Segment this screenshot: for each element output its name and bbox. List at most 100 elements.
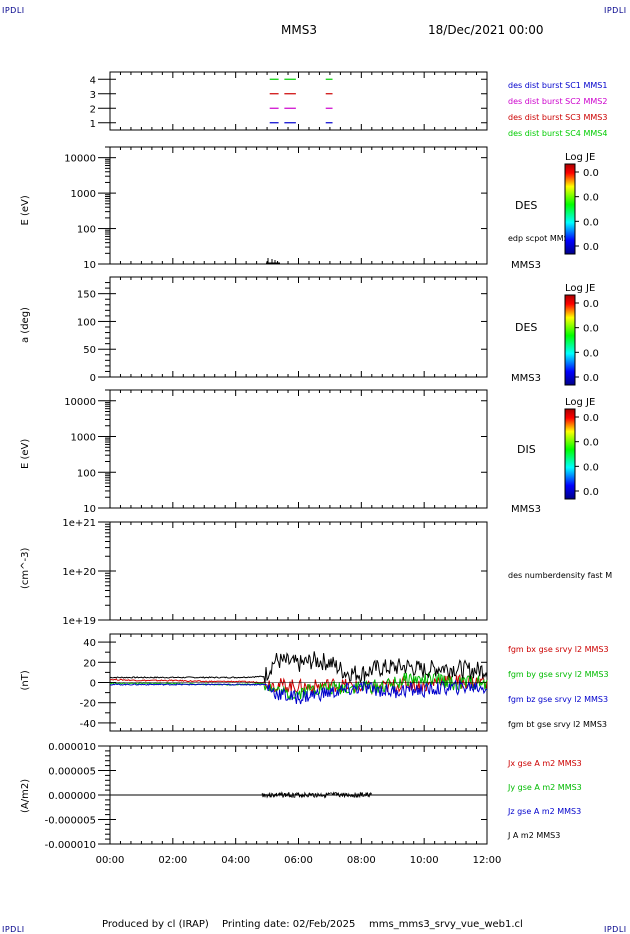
y-tick-label: -0.000005 — [45, 816, 96, 827]
y-axis-label: (nT) — [20, 670, 31, 690]
y-tick-label: -0.000010 — [45, 840, 96, 851]
x-tick-label: 04:00 — [221, 855, 250, 866]
legend-item: des dist burst SC1 MMS1 — [508, 81, 607, 90]
series-line-bt — [109, 651, 488, 684]
y-axis-label: E (eV) — [20, 195, 31, 225]
corner-label-bottom-left: IPDLI — [2, 925, 25, 934]
x-tick-label: 12:00 — [473, 855, 502, 866]
x-tick-label: 10:00 — [410, 855, 439, 866]
y-axis-label: a (deg) — [20, 307, 31, 343]
y-tick-label: 0 — [90, 373, 96, 384]
colorbar-tick-label: 0.0 — [583, 299, 599, 310]
colorbar-1 — [564, 163, 576, 255]
y-tick-label: 1e+21 — [62, 518, 96, 529]
y-axis-label: (A/m2) — [20, 779, 31, 813]
colorbar-tick-label: 0.0 — [583, 193, 599, 204]
colorbar-tick-label: 0.0 — [583, 438, 599, 449]
colorbar-title: Log JE — [565, 283, 595, 294]
y-tick-label: 2 — [90, 104, 96, 115]
overlay-label: edp scpot MMS3 — [508, 234, 574, 243]
footer-printing-date: Printing date: 02/Feb/2025 — [222, 919, 356, 930]
y-tick-label: 100 — [77, 468, 96, 479]
y-tick-label: 40 — [83, 638, 96, 649]
corner-label-top-left: IPDLI — [2, 6, 25, 15]
y-tick-label: 10 — [83, 504, 96, 515]
y-tick-label: 4 — [90, 75, 96, 86]
colorbar-title: Log JE — [565, 152, 595, 163]
legend-item: fgm bz gse srvy l2 MMS3 — [508, 695, 608, 704]
colorbar-tick-label: 0.0 — [583, 348, 599, 359]
legend-item: des dist burst SC4 MMS4 — [508, 129, 607, 138]
probe-label: MMS3 — [511, 504, 541, 515]
y-tick-label: 150 — [77, 290, 96, 301]
instrument-label: DES — [515, 321, 537, 334]
legend-item: des dist burst SC2 MMS2 — [508, 97, 607, 106]
corner-label-bottom-right: IPDLI — [604, 925, 627, 934]
colorbar-title: Log JE — [565, 397, 595, 408]
legend-item: fgm bx gse srvy l2 MMS3 — [508, 645, 609, 654]
y-tick-label: 20 — [83, 658, 96, 669]
probe-label: MMS3 — [511, 260, 541, 271]
page-title: MMS3 — [281, 23, 317, 37]
y-axis-label: E (eV) — [20, 439, 31, 469]
colorbar-tick-label: 0.0 — [583, 242, 599, 253]
series-line-J-burst — [261, 791, 373, 799]
y-tick-label: 0 — [90, 679, 96, 690]
colorbar-tick-label: 0.0 — [583, 487, 599, 498]
series-line-bz — [109, 679, 488, 705]
footer-filename: mms_mms3_srvy_vue_web1.cl — [369, 919, 523, 930]
y-tick-label: 100 — [77, 317, 96, 328]
panel-2-frame — [109, 276, 488, 378]
y-tick-label: 10000 — [64, 154, 96, 165]
y-tick-label: 50 — [83, 345, 96, 356]
y-tick-label: 100 — [77, 225, 96, 236]
colorbar-tick-label: 0.0 — [583, 413, 599, 424]
y-tick-label: -20 — [80, 699, 96, 710]
y-tick-label: 1000 — [71, 189, 96, 200]
legend-item: fgm bt gse srvy l2 MMS3 — [508, 720, 607, 729]
legend-item: Jx gse A m2 MMS3 — [507, 759, 582, 768]
x-tick-label: 00:00 — [96, 855, 125, 866]
series-line-by — [109, 672, 488, 701]
legend-item: des numberdensity fast M — [508, 571, 612, 580]
colorbar-tick-label: 0.0 — [583, 373, 599, 384]
legend-item: des dist burst SC3 MMS3 — [508, 113, 607, 122]
y-tick-label: 1 — [90, 119, 96, 130]
footer-produced-by: Produced by cl (IRAP) — [102, 919, 209, 930]
panel-0-frame — [109, 71, 488, 131]
y-tick-label: 3 — [90, 90, 96, 101]
y-tick-label: 0.000010 — [48, 742, 96, 753]
legend-item: Jz gse A m2 MMS3 — [507, 807, 581, 816]
colorbar-tick-label: 0.0 — [583, 217, 599, 228]
y-tick-label: 1000 — [71, 433, 96, 444]
legend-item: J A m2 MMS3 — [507, 831, 560, 840]
panel-4-frame — [109, 521, 488, 621]
y-tick-label: 0.000005 — [48, 767, 96, 778]
x-tick-label: 06:00 — [284, 855, 313, 866]
colorbar-2 — [564, 294, 576, 386]
series-line-bx — [109, 672, 488, 696]
x-tick-label: 02:00 — [158, 855, 187, 866]
y-tick-label: 10000 — [64, 397, 96, 408]
y-tick-label: 1e+19 — [62, 616, 96, 627]
colorbar-tick-label: 0.0 — [583, 324, 599, 335]
legend-item: Jy gse A m2 MMS3 — [507, 783, 582, 792]
colorbar-tick-label: 0.0 — [583, 168, 599, 179]
header-date: 18/Dec/2021 00:00 — [428, 23, 544, 37]
y-tick-label: 10 — [83, 260, 96, 271]
y-tick-label: 1e+20 — [62, 567, 96, 578]
colorbar-3 — [564, 408, 576, 500]
instrument-label: DIS — [517, 443, 536, 456]
panel-3-frame — [109, 389, 488, 509]
y-tick-label: 0.000000 — [48, 791, 96, 802]
corner-label-top-right: IPDLI — [604, 6, 627, 15]
probe-label: MMS3 — [511, 373, 541, 384]
panel-1-frame — [109, 146, 488, 265]
colorbar-tick-label: 0.0 — [583, 462, 599, 473]
instrument-label: DES — [515, 199, 537, 212]
legend-item: fgm by gse srvy l2 MMS3 — [508, 670, 609, 679]
y-axis-label: (cm^-3) — [20, 548, 31, 589]
x-tick-label: 08:00 — [347, 855, 376, 866]
y-tick-label: -40 — [80, 719, 96, 730]
